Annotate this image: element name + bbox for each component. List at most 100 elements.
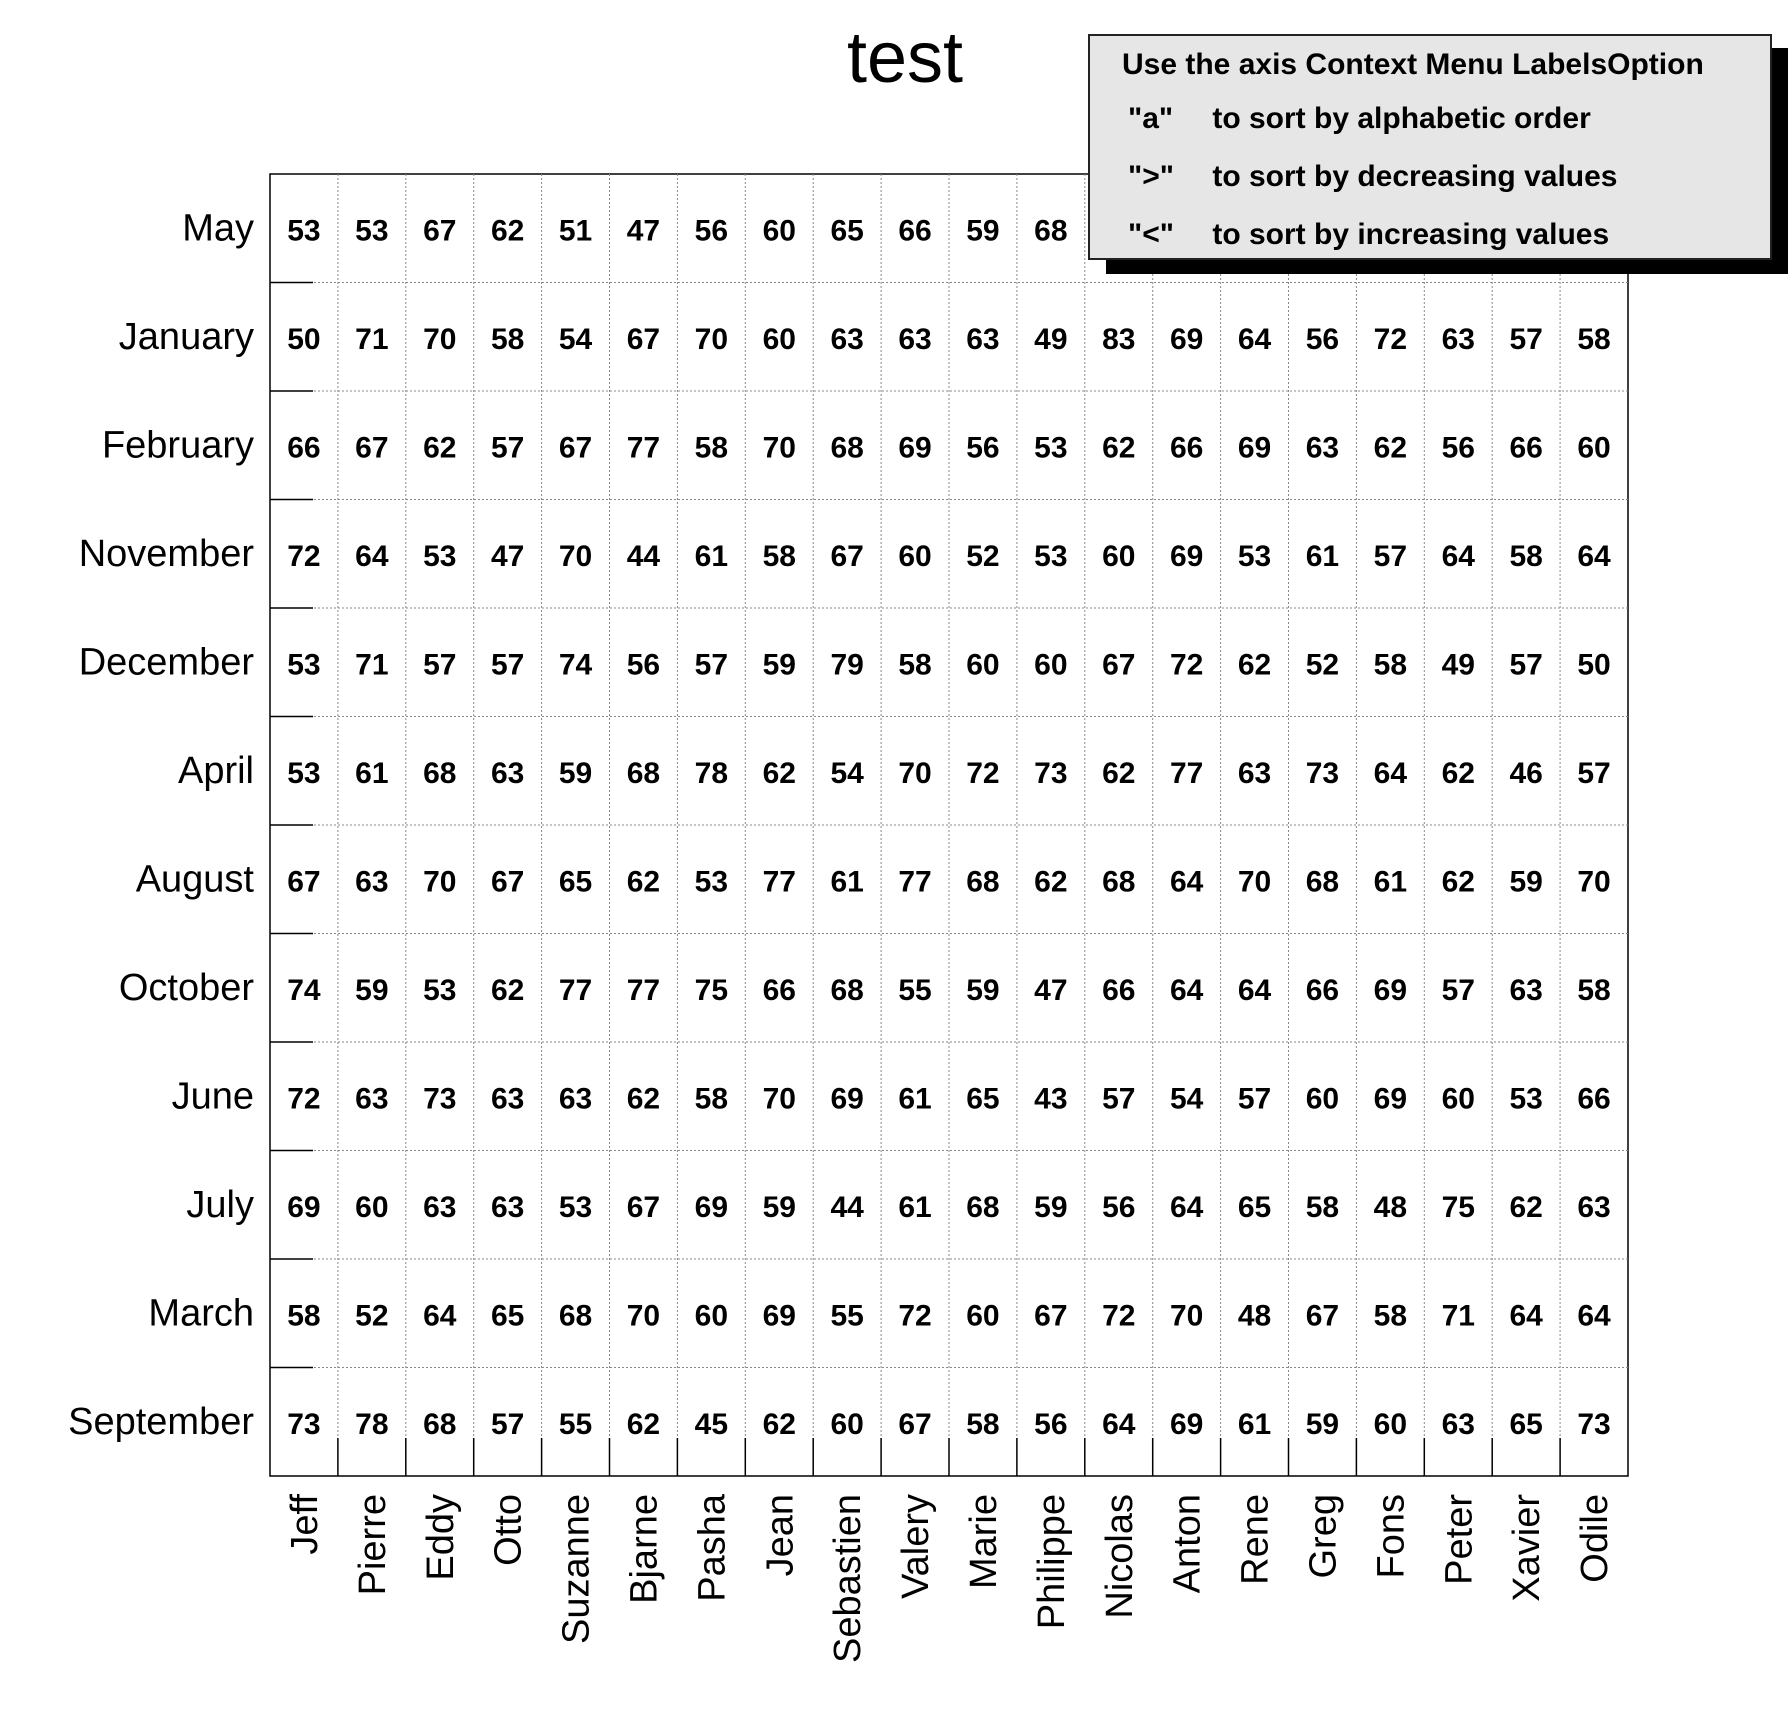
cell-value: 57: [491, 1408, 524, 1441]
row-label[interactable]: April: [178, 750, 254, 792]
row-label[interactable]: January: [119, 316, 254, 358]
cell-value: 74: [287, 974, 321, 1007]
cell-value: 54: [830, 757, 864, 790]
column-label[interactable]: Greg: [1302, 1494, 1344, 1578]
cell-value: 52: [1306, 648, 1339, 681]
cell-value: 77: [763, 865, 796, 898]
cell-value: 69: [1374, 974, 1407, 1007]
cell-value: 64: [1577, 1299, 1611, 1332]
cell-value: 49: [1034, 323, 1067, 356]
cell-value: 53: [559, 1191, 592, 1224]
row-label[interactable]: September: [68, 1401, 254, 1443]
cell-value: 47: [627, 214, 660, 247]
cell-value: 53: [1034, 431, 1067, 464]
column-label[interactable]: Anton: [1167, 1494, 1209, 1593]
column-label[interactable]: Rene: [1235, 1494, 1277, 1585]
cell-value: 56: [966, 431, 999, 464]
cell-value: 68: [423, 757, 456, 790]
column-label[interactable]: Suzanne: [556, 1494, 598, 1644]
cell-value: 63: [1577, 1191, 1610, 1224]
cell-value: 65: [966, 1082, 999, 1115]
cell-value: 59: [1306, 1408, 1339, 1441]
column-label[interactable]: Odile: [1574, 1494, 1616, 1583]
cell-value: 67: [627, 323, 660, 356]
cell-value: 69: [1170, 323, 1203, 356]
cell-value: 56: [1306, 323, 1339, 356]
cell-value: 62: [1442, 757, 1475, 790]
cell-value: 58: [1306, 1191, 1339, 1224]
column-label[interactable]: Pasha: [691, 1493, 733, 1602]
cell-value: 60: [1442, 1082, 1475, 1115]
column-label[interactable]: Peter: [1438, 1494, 1480, 1585]
column-label[interactable]: Marie: [963, 1494, 1005, 1589]
cell-value: 62: [1374, 431, 1407, 464]
column-label[interactable]: Xavier: [1506, 1494, 1548, 1602]
cell-value: 57: [1509, 323, 1542, 356]
cell-value: 59: [559, 757, 592, 790]
cell-value: 57: [1238, 1082, 1271, 1115]
column-label[interactable]: Philippe: [1031, 1494, 1073, 1629]
cell-value: 63: [1509, 974, 1542, 1007]
cell-value: 70: [898, 757, 931, 790]
column-label[interactable]: Jeff: [284, 1494, 326, 1555]
row-label[interactable]: July: [186, 1184, 254, 1226]
column-label[interactable]: Eddy: [420, 1494, 462, 1581]
cell-value: 69: [1238, 431, 1271, 464]
cell-value: 58: [695, 1082, 728, 1115]
cell-value: 60: [1034, 648, 1067, 681]
row-label[interactable]: May: [182, 207, 254, 249]
column-labels[interactable]: Jeff Pierre Eddy Otto Suzanne Bjarne Pasha Jean…: [284, 1493, 1616, 1663]
cell-value: 62: [627, 865, 660, 898]
row-label[interactable]: October: [119, 967, 255, 1009]
cell-value: 66: [763, 974, 796, 1007]
cell-value: 68: [830, 974, 863, 1007]
sort-key-increasing: "<": [1128, 218, 1174, 251]
cell-value: 53: [423, 540, 456, 573]
cell-value: 58: [287, 1299, 320, 1332]
cell-value: 70: [559, 540, 592, 573]
cell-value: 45: [695, 1408, 728, 1441]
column-label[interactable]: Sebastien: [827, 1494, 869, 1663]
row-label[interactable]: March: [148, 1292, 254, 1334]
row-label[interactable]: February: [102, 424, 254, 466]
cell-value: 65: [491, 1299, 524, 1332]
row-labels[interactable]: May January February November December April A…: [68, 207, 254, 1443]
cell-value: 74: [559, 648, 593, 681]
cell-value: 72: [966, 757, 999, 790]
cell-value: 60: [966, 648, 999, 681]
cell-value: 57: [1509, 648, 1542, 681]
cell-value: 65: [559, 865, 592, 898]
column-label[interactable]: Nicolas: [1099, 1494, 1141, 1619]
column-label[interactable]: Valery: [895, 1494, 937, 1599]
cell-value: 44: [830, 1191, 864, 1224]
column-label[interactable]: Jean: [759, 1494, 801, 1576]
cell-value: 70: [627, 1299, 660, 1332]
cell-value: 59: [1034, 1191, 1067, 1224]
column-label[interactable]: Bjarne: [623, 1494, 665, 1604]
cell-value: 52: [355, 1299, 388, 1332]
cell-value: 70: [423, 865, 456, 898]
cell-value: 53: [1509, 1082, 1542, 1115]
column-label[interactable]: Otto: [488, 1494, 530, 1566]
cell-value: 75: [1442, 1191, 1475, 1224]
cell-value: 60: [763, 214, 796, 247]
cell-value: 83: [1102, 323, 1135, 356]
row-label[interactable]: November: [79, 533, 255, 575]
cell-value: 58: [695, 431, 728, 464]
cell-value: 62: [1238, 648, 1271, 681]
cell-value: 70: [1577, 865, 1610, 898]
cell-value: 61: [695, 540, 728, 573]
cell-value: 62: [763, 1408, 796, 1441]
cell-value: 60: [1306, 1082, 1339, 1115]
cell-value: 49: [1442, 648, 1475, 681]
column-label[interactable]: Pierre: [352, 1494, 394, 1595]
row-label[interactable]: December: [79, 641, 255, 683]
cell-value: 58: [1577, 974, 1610, 1007]
sort-help-line-increasing: "<" to sort by increasing values: [1128, 218, 1609, 252]
cell-value: 72: [1102, 1299, 1135, 1332]
column-label[interactable]: Fons: [1370, 1494, 1412, 1578]
cell-value: 60: [1374, 1408, 1407, 1441]
row-label[interactable]: June: [172, 1075, 254, 1117]
cell-value: 64: [1102, 1408, 1136, 1441]
row-label[interactable]: August: [136, 858, 255, 900]
